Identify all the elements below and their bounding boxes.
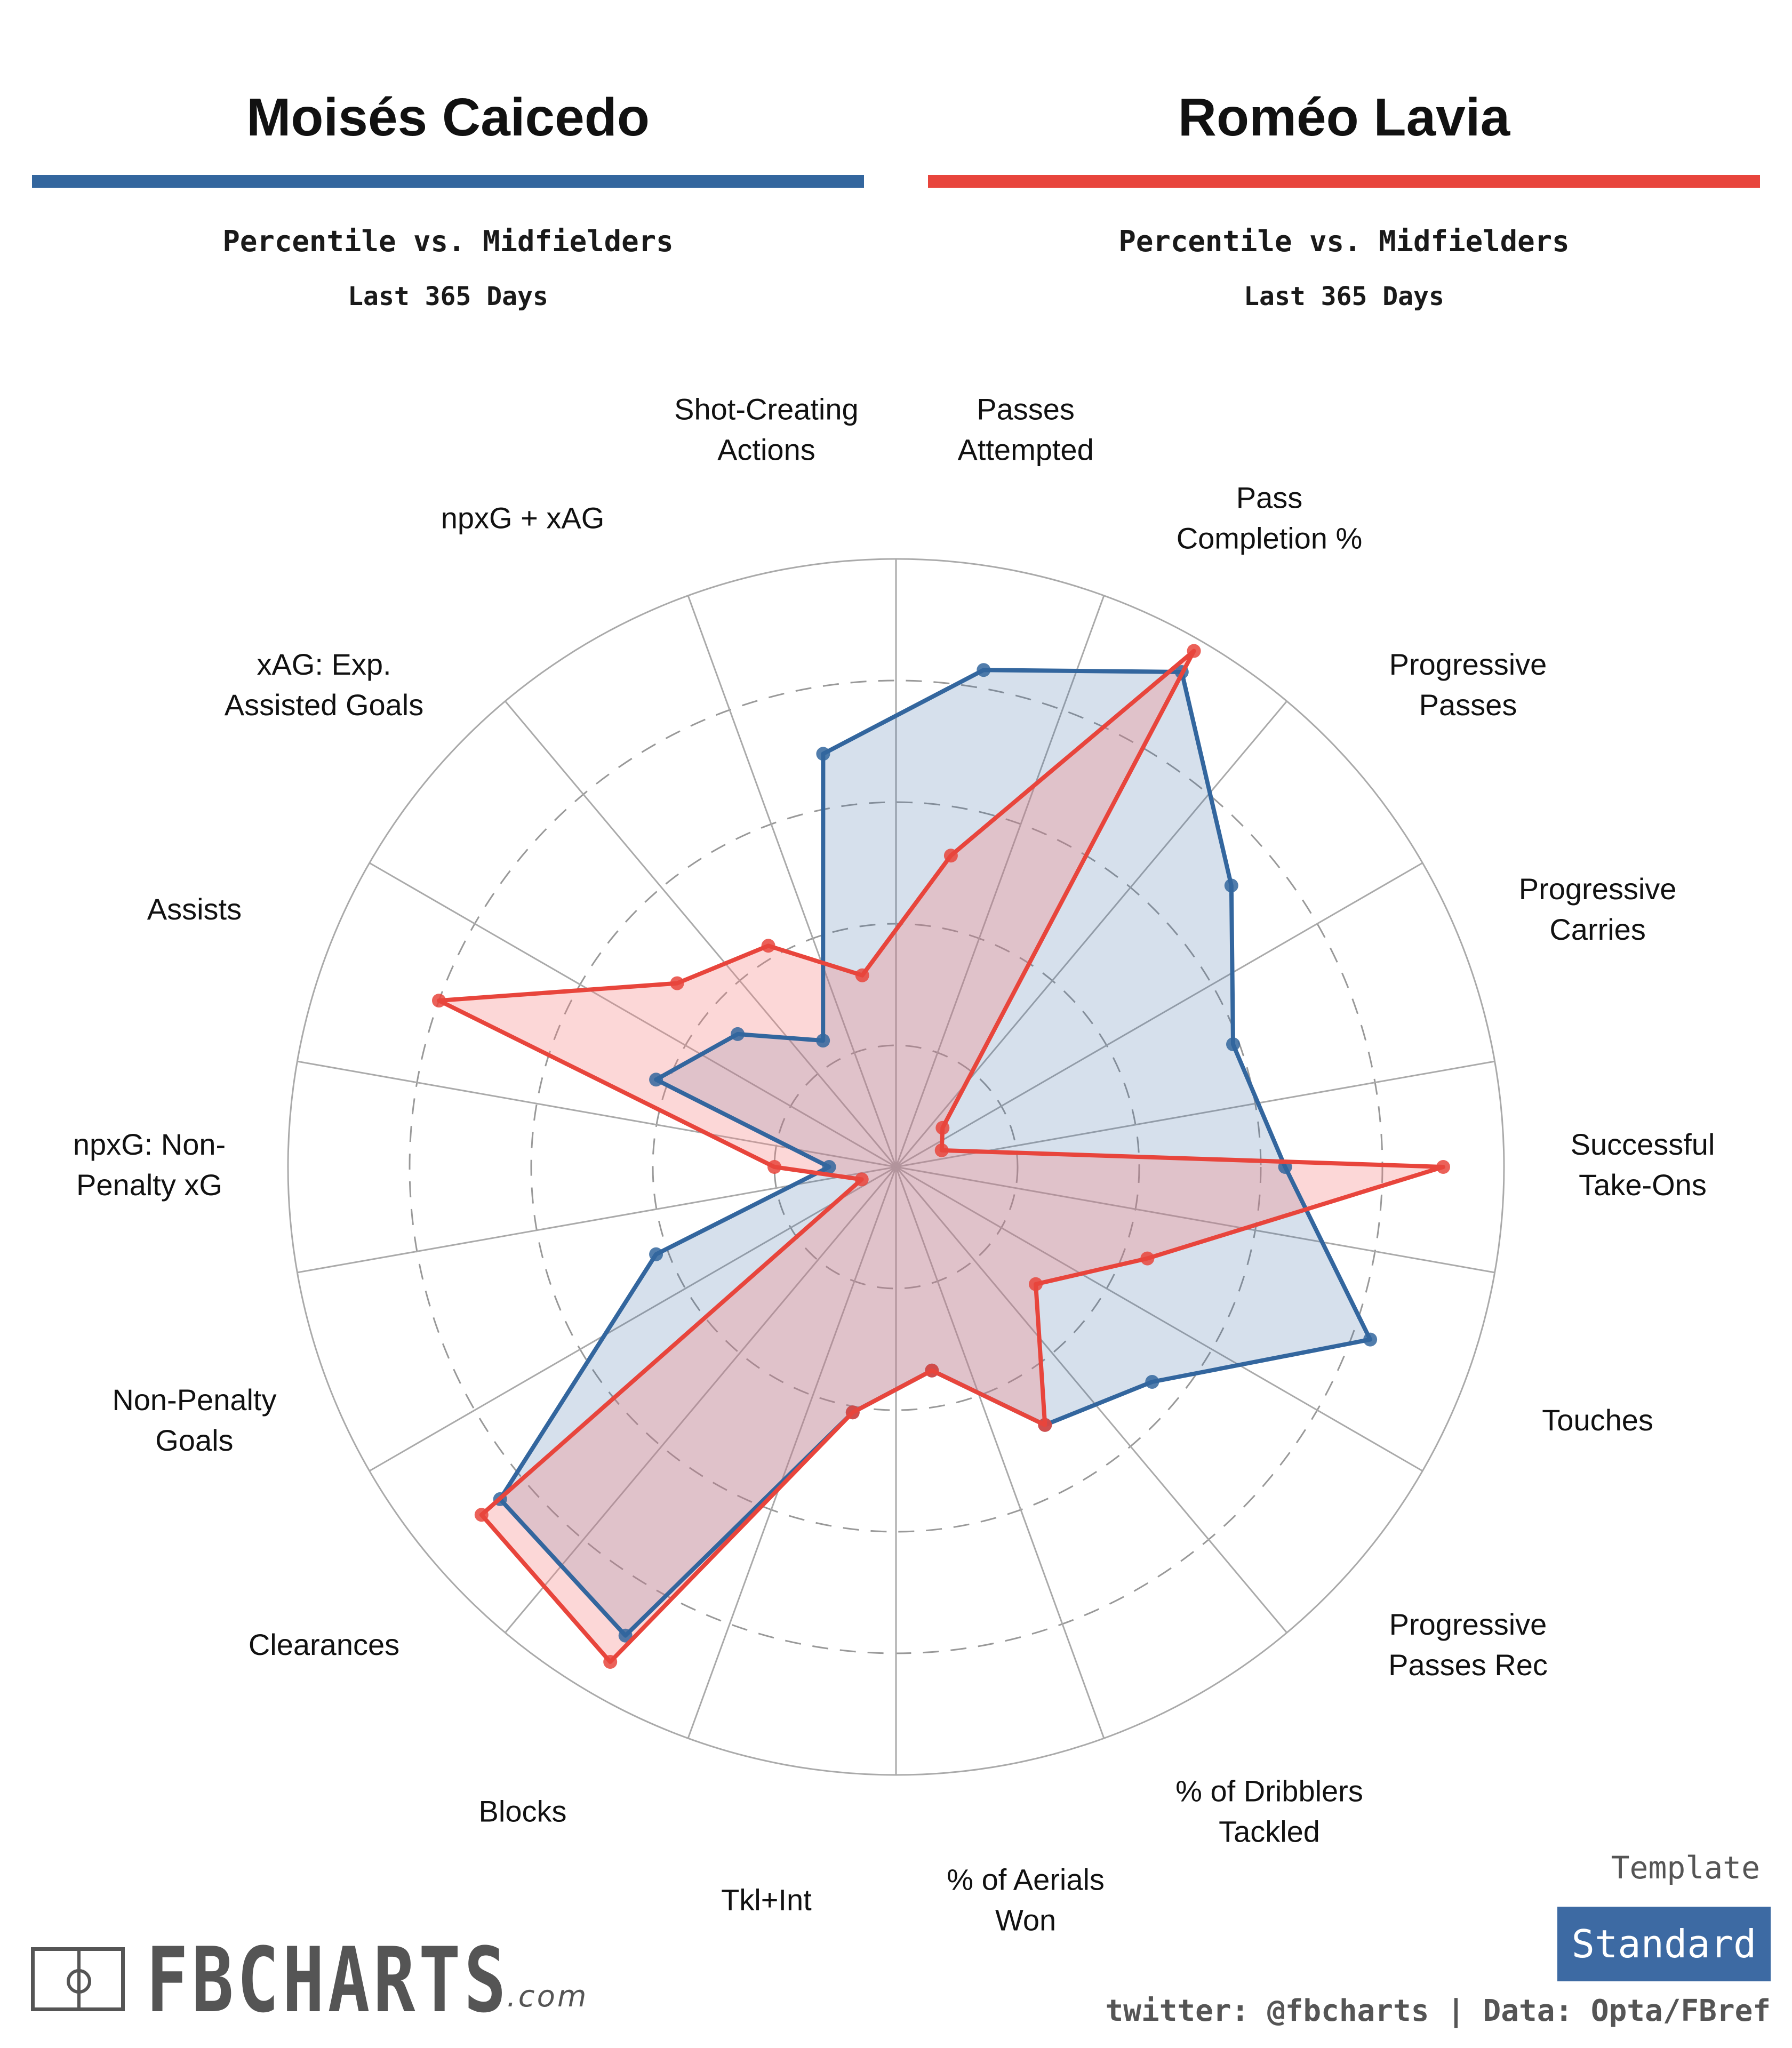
axis-label: xAG: Exp. Assisted Goals: [225, 647, 424, 722]
subtitle-period-caicedo: Last 365 Days: [348, 282, 548, 311]
data-point: [649, 1247, 663, 1261]
data-point: [816, 1034, 830, 1048]
data-point: [854, 1172, 869, 1187]
subtitle-period-lavia: Last 365 Days: [1244, 282, 1444, 311]
data-point: [767, 1160, 781, 1174]
data-point: [731, 1027, 745, 1041]
logo-wordmark: FBCHARTS: [146, 1928, 510, 2033]
axis-label: npxG + xAG: [441, 501, 605, 534]
data-point: [670, 976, 684, 990]
axis-label: Shot-Creating Actions: [674, 392, 859, 466]
template-badge[interactable]: Standard: [1557, 1907, 1771, 1981]
data-point: [603, 1655, 618, 1669]
data-point: [816, 747, 830, 761]
subtitle-comparison-caicedo: Percentile vs. Midfielders: [222, 225, 674, 258]
axis-label: Clearances: [249, 1628, 399, 1661]
radar-series: [432, 644, 1450, 1669]
data-point: [1226, 1037, 1240, 1051]
series-area-caicedo: [500, 670, 1371, 1636]
data-point: [925, 1363, 939, 1378]
data-point: [1224, 878, 1238, 893]
data-point: [977, 663, 991, 677]
axis-label: % of Dribblers Tackled: [1175, 1774, 1363, 1848]
data-point: [943, 849, 958, 863]
pitch-icon: [31, 1947, 125, 2011]
grid-spoke: [505, 700, 897, 1167]
player-name-lavia: Roméo Lavia: [1178, 87, 1510, 147]
grid-spoke: [895, 1060, 1495, 1168]
fbcharts-logo: FBCHARTS .com: [31, 1935, 589, 2025]
axis-label: Assists: [147, 892, 242, 926]
grid-spoke: [895, 595, 1105, 1167]
data-point: [649, 1073, 663, 1087]
credits-text: twitter: @fbcharts | Data: Opta/FBref: [1105, 1994, 1771, 2028]
data-point: [761, 939, 775, 953]
axis-label: Tkl+Int: [721, 1883, 812, 1916]
logo-suffix: .com: [507, 1979, 589, 2014]
data-point: [474, 1508, 489, 1522]
grid-ring-dashed: [530, 801, 1262, 1533]
data-point: [1029, 1277, 1043, 1291]
grid-spoke: [369, 862, 897, 1168]
data-point: [822, 1160, 836, 1174]
axis-label: Pass Completion %: [1177, 481, 1363, 555]
data-point: [432, 994, 446, 1008]
axis-label: npxG: Non-Penalty xG: [73, 1127, 226, 1202]
data-point: [1187, 644, 1201, 658]
grid-spoke: [895, 862, 1423, 1168]
data-point: [1145, 1375, 1159, 1389]
data-point: [855, 968, 869, 982]
grid-ring-dashed: [773, 1044, 1019, 1290]
grid-spoke: [687, 1166, 897, 1739]
data-point: [1038, 1418, 1052, 1432]
player-name-caicedo: Moisés Caicedo: [246, 87, 650, 147]
grid-spoke: [687, 595, 897, 1167]
grid-spoke: [505, 1166, 897, 1634]
data-point: [618, 1628, 633, 1643]
data-point: [1140, 1251, 1155, 1266]
grid-spoke: [895, 1166, 1423, 1472]
axis-label: Touches: [1542, 1403, 1653, 1437]
axis-label: Blocks: [479, 1794, 567, 1828]
axis-label: Progressive Passes: [1389, 647, 1547, 722]
grid-spoke: [895, 1166, 1495, 1274]
data-point: [845, 1405, 860, 1420]
template-label: Template: [1611, 1850, 1760, 1886]
axis-label: Successful Take-Ons: [1571, 1127, 1715, 1202]
player-color-bar-lavia: [928, 175, 1760, 188]
data-point: [935, 1121, 950, 1135]
axis-label: % of Aerials Won: [947, 1862, 1105, 1937]
axis-label: Progressive Carries: [1519, 872, 1677, 946]
grid-spoke: [895, 1166, 1287, 1634]
data-point: [1363, 1332, 1378, 1347]
radar-axis-labels: Passes Attempted Pass Completion % Progressi…: [73, 392, 1715, 1937]
axis-label: Non-Penalty Goals: [112, 1383, 276, 1457]
player-color-bar-caicedo: [32, 175, 864, 188]
axis-label: Passes Attempted: [957, 392, 1093, 466]
grid-spoke: [369, 1166, 897, 1472]
data-point: [1436, 1160, 1450, 1174]
data-point: [934, 1143, 949, 1157]
axis-label: Progressive Passes Rec: [1388, 1607, 1548, 1682]
grid-spoke: [895, 1166, 1105, 1739]
subtitle-comparison-lavia: Percentile vs. Midfielders: [1118, 225, 1570, 258]
